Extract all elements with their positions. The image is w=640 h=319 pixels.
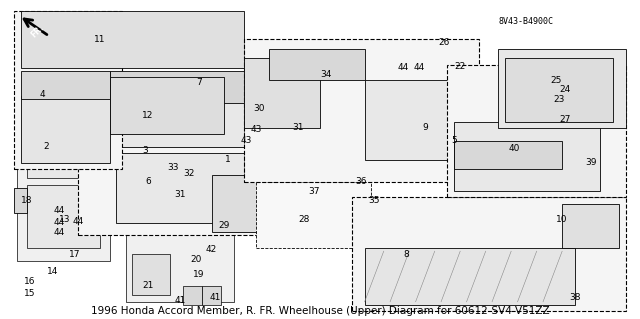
Text: 3: 3 [142, 145, 148, 154]
Text: 29: 29 [219, 221, 230, 230]
Text: 9: 9 [422, 123, 428, 132]
Text: 7: 7 [196, 78, 202, 86]
Text: 27: 27 [559, 115, 571, 124]
Text: 20: 20 [190, 255, 202, 263]
Text: 4: 4 [40, 90, 45, 99]
Polygon shape [132, 254, 170, 295]
Polygon shape [109, 71, 244, 103]
Text: 44: 44 [397, 63, 408, 72]
Text: 44: 44 [53, 206, 65, 215]
Text: 41: 41 [209, 293, 221, 301]
Text: 1996 Honda Accord Member, R. FR. Wheelhouse (Upper) Diagram for 60612-SV4-V51ZZ: 1996 Honda Accord Member, R. FR. Wheelho… [91, 306, 549, 316]
Text: 8: 8 [403, 250, 409, 259]
Polygon shape [505, 58, 613, 122]
Text: 15: 15 [24, 289, 36, 298]
Text: 19: 19 [193, 271, 205, 279]
Polygon shape [27, 109, 100, 178]
Text: 37: 37 [308, 187, 319, 196]
Polygon shape [212, 175, 294, 232]
Text: 40: 40 [509, 144, 520, 153]
Polygon shape [109, 77, 225, 134]
Text: 24: 24 [560, 85, 571, 94]
Text: 43: 43 [241, 136, 252, 145]
Polygon shape [256, 182, 371, 248]
Text: 14: 14 [47, 267, 58, 276]
Text: 31: 31 [292, 123, 303, 132]
Polygon shape [20, 96, 109, 163]
Text: 22: 22 [454, 62, 466, 71]
Text: 44: 44 [72, 217, 83, 226]
Text: 21: 21 [142, 281, 154, 291]
Text: 16: 16 [24, 277, 36, 286]
Text: 44: 44 [413, 63, 424, 72]
Polygon shape [183, 286, 202, 305]
Text: 34: 34 [321, 70, 332, 78]
Polygon shape [447, 65, 626, 197]
Text: 26: 26 [438, 38, 450, 47]
Text: 1: 1 [225, 155, 230, 164]
Text: FR.: FR. [29, 23, 45, 40]
Text: 44: 44 [53, 218, 65, 227]
Text: 17: 17 [69, 250, 81, 259]
Polygon shape [202, 286, 221, 305]
Polygon shape [14, 11, 122, 169]
Text: 5: 5 [451, 136, 457, 145]
Polygon shape [27, 185, 100, 248]
Text: 35: 35 [369, 196, 380, 205]
Polygon shape [20, 71, 109, 100]
Text: 2: 2 [43, 142, 49, 151]
Text: 44: 44 [53, 228, 65, 237]
Text: 8V43-B4900C: 8V43-B4900C [499, 18, 554, 26]
Polygon shape [562, 204, 620, 248]
Text: 18: 18 [21, 196, 33, 205]
Text: 41: 41 [174, 296, 186, 305]
Text: 32: 32 [184, 169, 195, 178]
Polygon shape [116, 153, 244, 223]
Polygon shape [454, 122, 600, 191]
Polygon shape [17, 103, 109, 261]
Text: 25: 25 [550, 76, 561, 85]
Text: 42: 42 [206, 245, 218, 254]
Text: 23: 23 [553, 95, 564, 104]
Polygon shape [116, 80, 244, 147]
Text: 33: 33 [168, 163, 179, 172]
Polygon shape [499, 49, 626, 128]
Text: 11: 11 [95, 35, 106, 44]
Polygon shape [365, 80, 460, 160]
Polygon shape [14, 188, 27, 213]
Text: 28: 28 [298, 215, 310, 224]
Text: 43: 43 [251, 125, 262, 134]
Polygon shape [269, 49, 365, 80]
Text: 36: 36 [356, 177, 367, 186]
Polygon shape [125, 229, 234, 302]
Text: 31: 31 [174, 190, 186, 199]
Polygon shape [244, 58, 320, 128]
Text: 39: 39 [585, 158, 596, 167]
Polygon shape [365, 248, 575, 305]
Polygon shape [352, 197, 626, 311]
Text: 13: 13 [60, 215, 71, 224]
Polygon shape [454, 141, 562, 169]
Polygon shape [78, 74, 301, 235]
Text: 6: 6 [145, 177, 151, 186]
Polygon shape [20, 11, 244, 68]
Text: 30: 30 [253, 104, 265, 113]
Text: 12: 12 [142, 111, 154, 120]
Polygon shape [244, 39, 479, 182]
Text: 10: 10 [556, 215, 568, 224]
Text: 38: 38 [569, 293, 580, 301]
